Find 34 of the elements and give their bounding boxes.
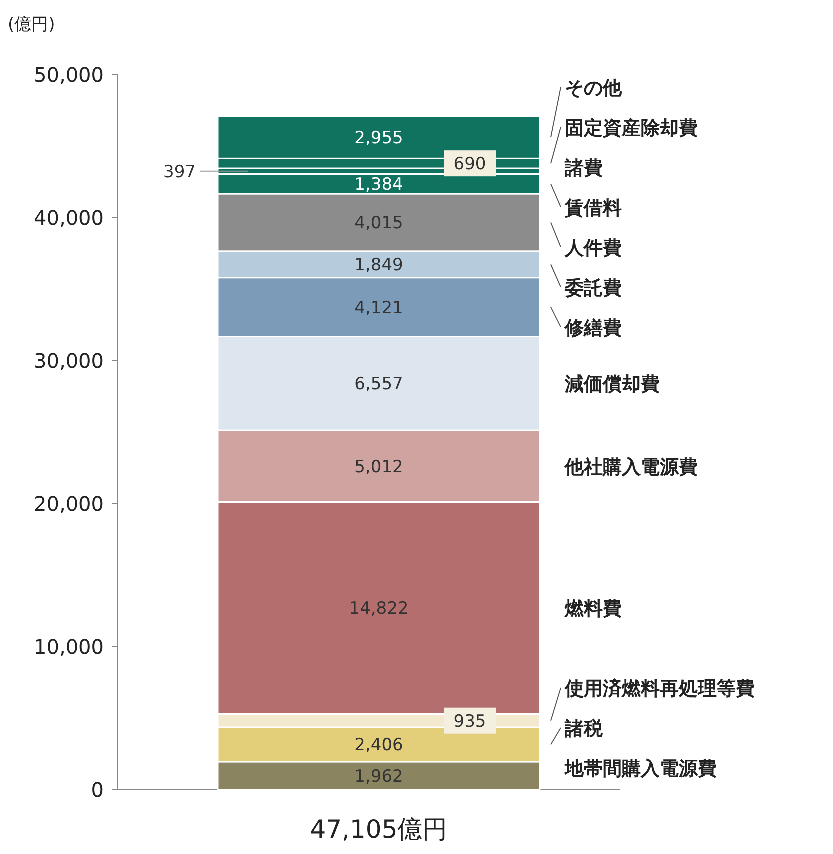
series-label: 他社購入電源費 xyxy=(564,456,698,478)
series-label: 燃料費 xyxy=(564,598,622,620)
y-axis-title: (億円) xyxy=(8,15,56,35)
data-label: 1,384 xyxy=(354,175,404,196)
y-tick-label: 0 xyxy=(91,778,104,802)
y-tick-label: 30,000 xyxy=(34,349,104,373)
series-label: 人件費 xyxy=(564,237,622,260)
data-label: 6,557 xyxy=(354,374,404,395)
data-label: 5,012 xyxy=(354,457,404,478)
data-label: 1,962 xyxy=(354,766,404,787)
data-label: 2,406 xyxy=(354,736,404,756)
y-tick-label: 40,000 xyxy=(34,206,104,230)
data-label: 2,955 xyxy=(354,128,404,149)
data-label: 4,015 xyxy=(354,214,404,234)
series-label: 諸費 xyxy=(564,157,603,180)
y-tick-label: 10,000 xyxy=(34,635,104,659)
series-label: 修繕費 xyxy=(564,317,622,340)
series-label: 使用済燃料再処理等費 xyxy=(564,678,755,700)
series-label: 賃借料 xyxy=(564,197,622,220)
data-label: 690 xyxy=(454,154,486,175)
data-label: 935 xyxy=(454,712,486,732)
y-tick-label: 20,000 xyxy=(34,492,104,516)
data-label: 14,822 xyxy=(349,599,409,620)
x-tick-label: 47,105億円 xyxy=(310,815,448,844)
series-label: 減価償却費 xyxy=(564,374,660,396)
data-label: 1,849 xyxy=(354,256,404,276)
series-label: 地帯間購入電源費 xyxy=(564,758,717,780)
series-label: その他 xyxy=(565,77,623,100)
series-label: 委託費 xyxy=(564,277,622,300)
series-label: 固定資産除却費 xyxy=(565,117,698,140)
series-label: 諸税 xyxy=(564,718,604,740)
y-tick-label: 50,000 xyxy=(34,63,104,87)
data-label: 397 xyxy=(164,162,196,182)
data-label: 4,121 xyxy=(354,298,404,318)
